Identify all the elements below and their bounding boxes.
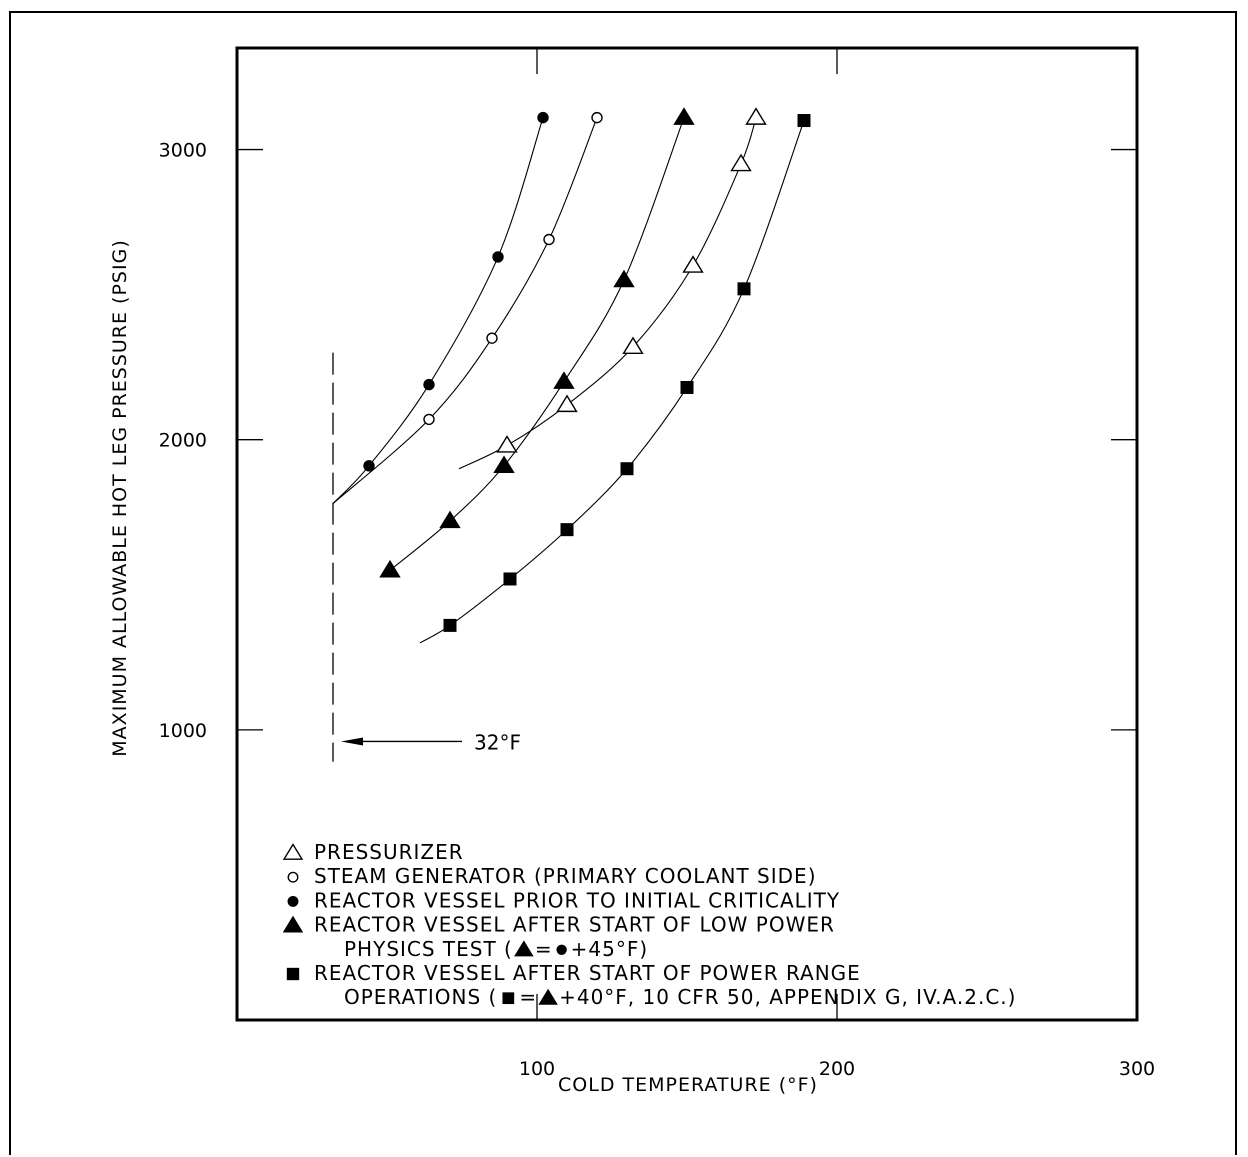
y-tick-label: 2000 (159, 430, 207, 452)
legend-text-part: = (535, 937, 553, 961)
data-point-filled-triangle (439, 510, 461, 529)
legend-text: REACTOR VESSEL PRIOR TO INITIAL CRITICAL… (314, 888, 840, 912)
data-point-filled-triangle (379, 559, 401, 578)
axis-ticks: 100 200 300 1000 2000 3000 (159, 48, 1155, 1080)
data-point-open-circle (486, 332, 498, 344)
data-point-filled-square (737, 282, 751, 296)
data-point-open-circle (423, 413, 435, 426)
data-point-filled-square (797, 114, 811, 128)
legend-symbol-filled-circle (287, 895, 299, 907)
legend-text-part: +45°F) (571, 937, 649, 961)
legend-symbol-open-circle (287, 871, 299, 883)
series-curve-4 (419, 120, 805, 644)
data-point-filled-triangle (553, 371, 575, 389)
data-point-open-triangle (745, 107, 767, 125)
data-point-filled-circle (363, 460, 375, 472)
legend-text-part: +40°F, 10 CFR 50, APPENDIX G, IV.A.2.C.) (559, 985, 1016, 1009)
x-tick-label: 200 (819, 1058, 855, 1080)
y-axis-title: MAXIMUM ALLOWABLE HOT LEG PRESSURE (PSIG… (109, 239, 131, 756)
data-point-filled-triangle (673, 107, 695, 125)
series-curve-0 (458, 117, 757, 470)
arrow-head-icon (341, 737, 363, 746)
legend-text: PRESSURIZER (314, 840, 464, 864)
x-tick-label: 300 (1119, 1058, 1155, 1080)
data-point-filled-square (443, 618, 457, 632)
legend-inline-filled-square (502, 992, 515, 1005)
data-point-open-triangle (556, 394, 578, 413)
data-point-filled-circle (492, 251, 504, 263)
data-point-open-circle (591, 111, 603, 124)
data-point-filled-square (503, 572, 517, 586)
data-point-open-triangle (682, 255, 704, 273)
legend-text-part: = (519, 985, 537, 1009)
legend-text: REACTOR VESSEL AFTER START OF LOW POWER (314, 913, 835, 937)
legend-text: REACTOR VESSEL AFTER START OF POWER RANG… (314, 961, 861, 985)
y-tick-label: 3000 (159, 140, 207, 162)
annotations: 32°F (332, 352, 521, 762)
plot-area-frame (235, 46, 1139, 1022)
series-markers (363, 107, 811, 632)
legend-inline-filled-circle (556, 944, 567, 955)
page-frame (9, 11, 1237, 1155)
legend-symbol-open-triangle (282, 843, 304, 860)
data-point-open-triangle (730, 153, 752, 172)
data-point-filled-circle (537, 111, 549, 124)
x-tick-label: 100 (519, 1058, 555, 1080)
legend-inline-filled-triangle (538, 988, 558, 1005)
data-point-open-triangle (496, 435, 518, 453)
arrow-label: 32°F (474, 730, 521, 754)
y-tick-label: 1000 (159, 720, 207, 742)
legend-inline-filled-triangle (514, 940, 534, 957)
legend-text: OPERATIONS ( (344, 985, 497, 1009)
data-point-filled-triangle (613, 269, 635, 288)
x-axis-title: COLD TEMPERATURE (°F) (558, 1074, 818, 1096)
data-point-filled-square (680, 380, 694, 394)
data-point-filled-triangle (493, 455, 515, 473)
legend-text: STEAM GENERATOR (PRIMARY COOLANT SIDE) (314, 864, 817, 888)
series-curve-3 (389, 117, 685, 571)
data-point-filled-circle (423, 378, 435, 391)
legend-symbol-filled-square (286, 967, 300, 981)
data-point-filled-square (620, 462, 634, 476)
legend-symbol-filled-triangle (282, 915, 304, 933)
data-point-open-triangle (622, 336, 644, 355)
data-point-filled-square (560, 523, 574, 537)
series-curve-1 (332, 117, 598, 504)
data-point-open-circle (543, 233, 555, 246)
legend-text: PHYSICS TEST ( (344, 937, 513, 961)
